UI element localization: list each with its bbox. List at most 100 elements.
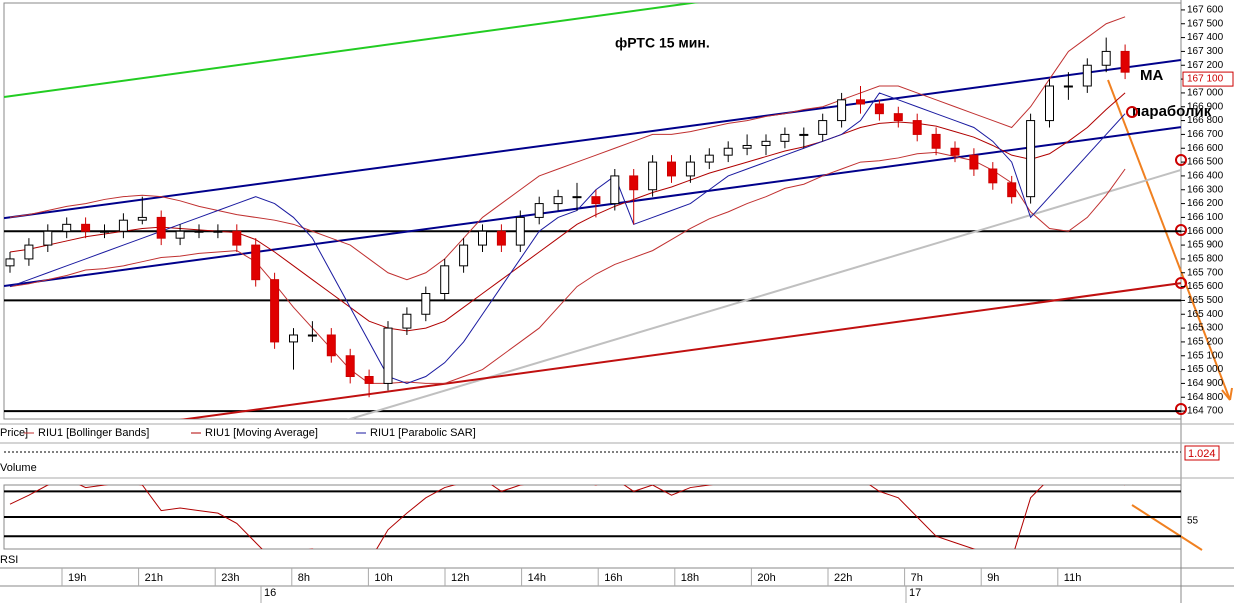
y-tick-label: 166 300 [1187, 184, 1224, 195]
candle-body [799, 133, 809, 136]
trend-line [179, 282, 1181, 419]
candle-body [289, 334, 298, 343]
panel-label: RSI [0, 554, 18, 566]
candle-body [118, 219, 128, 232]
candle-body [572, 196, 582, 199]
candle-body [232, 230, 242, 246]
plot-frame [3, 2, 1182, 420]
rsi-line [9, 485, 1126, 549]
candle-body [326, 334, 336, 357]
time-label: 9h [987, 572, 999, 584]
y-tick-label: 167 200 [1187, 60, 1224, 71]
y-tick-label: 165 100 [1187, 350, 1224, 361]
candle-body [818, 120, 828, 135]
day-label: 17 [909, 587, 921, 599]
candle-body [534, 203, 544, 218]
day-label: 16 [264, 587, 276, 599]
candle-body [478, 230, 487, 246]
candle-body [345, 355, 355, 377]
y-tick-label: 166 900 [1187, 101, 1224, 112]
y-tick-label: 166 000 [1187, 226, 1224, 237]
chart-title: фРТС 15 мин. [615, 35, 710, 51]
candle-body [629, 175, 639, 191]
candle-body [5, 258, 15, 267]
time-label: 14h [528, 572, 546, 584]
candle-body [893, 113, 903, 122]
candle-body [364, 376, 374, 384]
candle-body [761, 140, 771, 146]
candle-body [421, 293, 431, 315]
time-label: 12h [451, 572, 469, 584]
y-tick-label: 166 700 [1187, 129, 1224, 140]
y-tick-label: 166 100 [1187, 212, 1224, 223]
candle-body [837, 99, 847, 122]
candle-body [156, 216, 166, 239]
candle-body [685, 161, 695, 177]
time-label: 7h [911, 572, 923, 584]
y-tick-label: 166 500 [1187, 157, 1224, 168]
y-tick-label: 165 700 [1187, 267, 1224, 278]
y-tick-label: 167 600 [1187, 5, 1224, 16]
y-tick-label: 165 600 [1187, 281, 1224, 292]
candle-body [648, 161, 658, 191]
y-tick-label: 165 900 [1187, 240, 1224, 251]
y-tick-label: 167 000 [1187, 88, 1224, 99]
plot-area [4, 3, 1181, 419]
y-tick-label: 166 400 [1187, 171, 1224, 182]
candle-body [175, 230, 185, 239]
candle-body [251, 244, 261, 281]
y-tick-label: 165 300 [1187, 323, 1224, 334]
y-tick-label: 164 700 [1187, 406, 1224, 417]
time-label: 18h [681, 572, 699, 584]
candle-body [1082, 64, 1092, 87]
candle-body [912, 120, 922, 135]
time-label: 19h [68, 572, 86, 584]
time-label: 23h [221, 572, 239, 584]
time-label: 21h [145, 572, 163, 584]
candle-body [1101, 50, 1111, 66]
indicator-line [9, 16, 1126, 281]
time-label: 22h [834, 572, 852, 584]
candle-body [496, 230, 506, 246]
candle-body [610, 175, 620, 205]
rsi-tick-label: 55 [1187, 516, 1199, 527]
candle-body [950, 147, 960, 156]
candle-body [591, 196, 601, 205]
candle-body [723, 147, 733, 156]
candle-body [459, 244, 469, 267]
candle-body [100, 230, 109, 233]
time-label: 16h [604, 572, 622, 584]
y-tick-label: 167 400 [1187, 32, 1224, 43]
y-tick-label: 164 900 [1187, 378, 1224, 389]
trend-line [4, 126, 1181, 288]
candle-body [62, 223, 72, 232]
volume-value: 1.024 [1188, 448, 1216, 460]
candle-body [1007, 182, 1017, 198]
trend-line [346, 169, 1181, 419]
candle-body [24, 244, 34, 260]
candle-body [1063, 85, 1073, 88]
time-label: 20h [757, 572, 775, 584]
candle-body [137, 216, 147, 221]
y-tick-label: 165 800 [1187, 254, 1224, 265]
y-tick-label: 165 400 [1187, 309, 1224, 320]
trend-line [4, 3, 699, 99]
candle-body [969, 154, 979, 170]
y-tick-label: 164 800 [1187, 392, 1224, 403]
candle-body [1045, 85, 1054, 122]
y-tick-label: 166 600 [1187, 143, 1224, 154]
candle-body [194, 230, 204, 233]
candle-body [307, 334, 317, 337]
rsi-area [4, 485, 1181, 549]
y-tick-label: 165 500 [1187, 295, 1224, 306]
panel-label: Volume [0, 462, 37, 474]
y-tick-label: 167 500 [1187, 18, 1224, 29]
y-tick-label: 165 000 [1187, 364, 1224, 375]
candle-body [667, 161, 676, 177]
indicator-line [9, 151, 1126, 384]
candle-body [213, 230, 223, 233]
candle-body [270, 279, 280, 343]
candle-body [856, 99, 865, 105]
candle-body [931, 133, 941, 149]
legend-entry: RIU1 [Moving Average] [205, 427, 318, 439]
